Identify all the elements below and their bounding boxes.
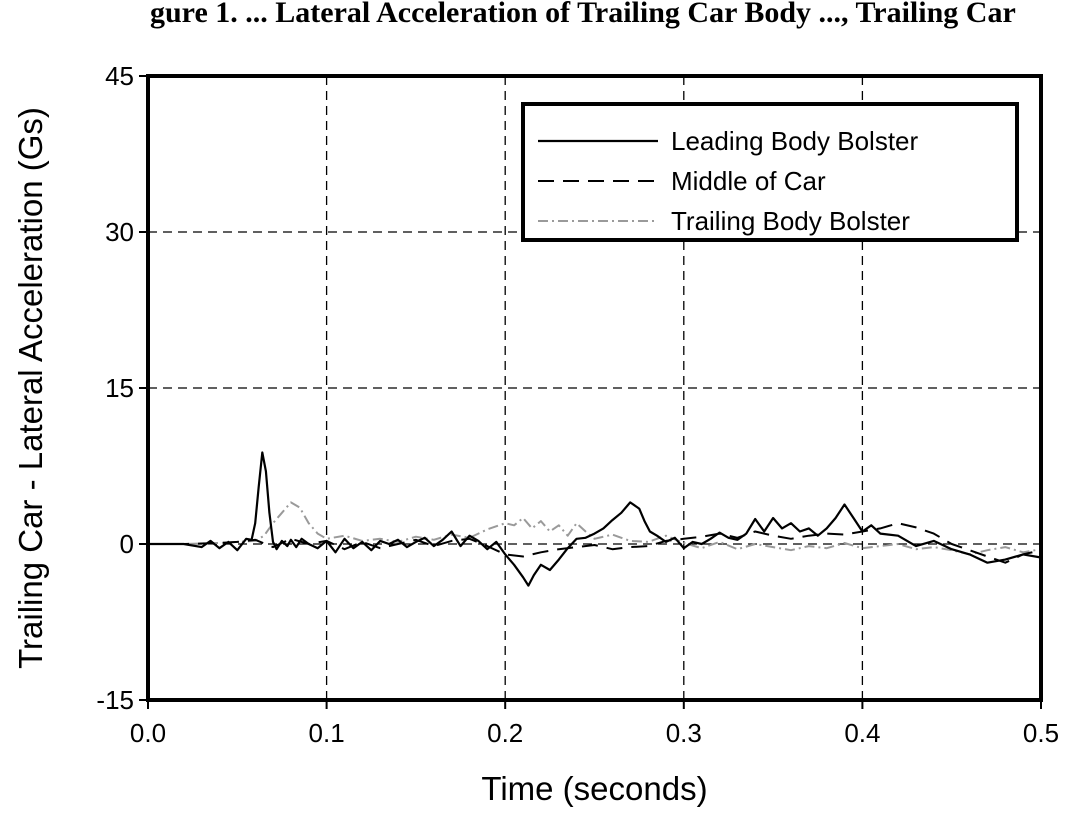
- x-tick-label: 0.3: [666, 718, 702, 748]
- x-tick-label: 0.5: [1023, 718, 1059, 748]
- y-tick-label: 30: [105, 217, 134, 247]
- series-line-2: [148, 501, 1042, 556]
- y-tick-label: 15: [105, 373, 134, 403]
- y-tick-label: 0: [120, 529, 134, 559]
- cropped-figure-caption: gure 1. ... Lateral Acceleration of Trai…: [150, 0, 1016, 29]
- legend-label-2: Trailing Body Bolster: [671, 206, 910, 236]
- x-tick-label: 0.0: [130, 718, 166, 748]
- x-tick-label: 0.1: [309, 718, 345, 748]
- x-tick-label: 0.2: [487, 718, 523, 748]
- y-tick-label: 45: [105, 61, 134, 91]
- series-line-1: [148, 522, 1042, 564]
- x-axis-title: Time (seconds): [481, 770, 707, 807]
- legend-label-1: Middle of Car: [671, 166, 826, 196]
- y-tick-label: -15: [96, 685, 134, 715]
- tick-labels: 0.0 0.1 0.2 0.3 0.4 0.5 -15 0 15 30 45: [96, 61, 1059, 748]
- legend-label-0: Leading Body Bolster: [671, 126, 919, 156]
- legend-box: [521, 102, 1019, 242]
- x-tick-label: 0.4: [844, 718, 880, 748]
- tick-marks: [139, 75, 1042, 709]
- legend: Leading Body Bolster Middle of Car Trailin…: [521, 102, 1019, 242]
- y-axis-title: Trailing Car - Lateral Acceleration (Gs): [12, 107, 49, 669]
- series-layer: [148, 451, 1042, 587]
- series-line-0: [148, 451, 1042, 587]
